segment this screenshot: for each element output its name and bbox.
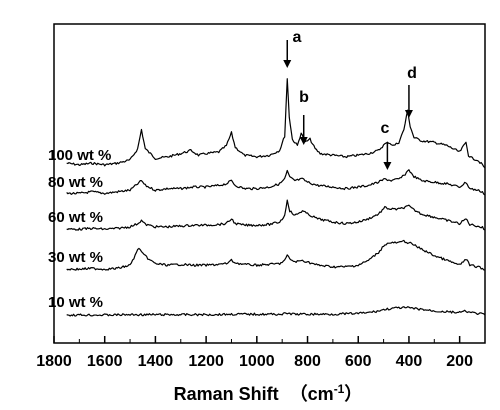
x-tick-label: 1600 [87,353,123,370]
x-tick-label: 1200 [188,353,224,370]
series-line-80wtpct [66,169,486,196]
plot-frame [53,23,486,344]
x-tick-label: 200 [446,353,473,370]
peak-label-d: d [407,65,417,82]
arrow-head-d [404,110,413,118]
series-labels: 100 wt % 80 wt % 60 wt % 30 wt % 10 wt % [48,147,111,311]
x-tick-label: 600 [345,353,372,370]
series-line-10wtpct [66,306,486,317]
series-line-60wtpct [66,199,486,231]
peak-label-a: a [293,29,302,46]
x-tick-label: 800 [294,353,321,370]
arrow-head-b [299,137,308,145]
peak-label-b: b [299,89,309,106]
x-tick-label: 400 [396,353,423,370]
arrow-head-c [383,162,392,170]
series-label: 100 wt % [48,147,111,164]
series-label: 30 wt % [48,249,103,266]
series-line-30wtpct [66,239,486,271]
series-group [66,78,486,317]
x-tick-label: 1800 [36,353,72,370]
x-tick-label: 1000 [239,353,275,370]
x-tick-label: 1400 [138,353,174,370]
arrow-head-a [283,60,292,68]
peak-annotations: a b c d [283,29,417,170]
series-label: 80 wt % [48,174,103,191]
peak-label-c: c [381,120,390,137]
x-axis-title: Raman Shift （cm-1） [174,382,363,404]
series-label: 10 wt % [48,294,103,311]
series-line-100wtpct [66,78,486,169]
series-label: 60 wt % [48,209,103,226]
x-axis: 1800 1600 1400 1200 1000 800 600 400 200 [36,336,486,370]
